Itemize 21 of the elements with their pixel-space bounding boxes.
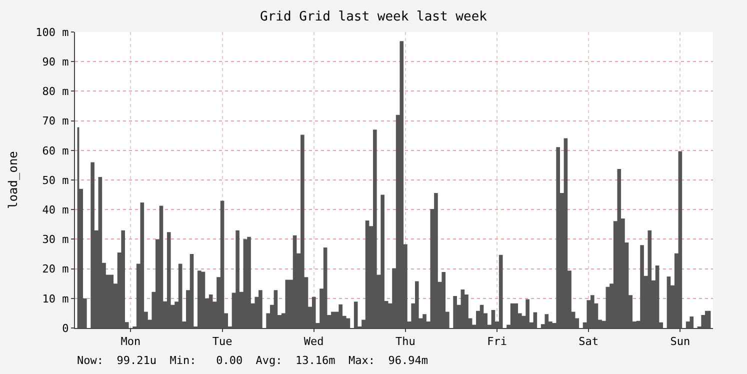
y-tick-label: 30 m bbox=[42, 233, 70, 246]
y-tick-label: 40 m bbox=[42, 203, 70, 216]
y-tick-label: 50 m bbox=[42, 174, 70, 187]
x-tick-label: Wed bbox=[304, 335, 324, 348]
y-axis-title: load_one bbox=[6, 151, 20, 209]
chart-title: Grid Grid last week last week bbox=[260, 9, 488, 24]
y-tick-label: 100 m bbox=[36, 26, 70, 39]
x-tick-label: Tue bbox=[212, 335, 232, 348]
x-tick-label: Mon bbox=[120, 335, 141, 348]
x-tick-label: Fri bbox=[487, 335, 507, 348]
y-tick-label: 60 m bbox=[42, 144, 70, 158]
y-tick-label: 90 m bbox=[42, 55, 70, 68]
x-tick-label: Thu bbox=[396, 335, 416, 348]
y-tick-label: 80 m bbox=[42, 85, 70, 98]
x-tick-label: Sun bbox=[670, 335, 690, 348]
y-tick-label: 20 m bbox=[42, 262, 70, 276]
x-tick-label: Sat bbox=[578, 335, 599, 348]
text: Now: 99.21u Min: 0.00 Avg: 13.16m Max: 96.94m bbox=[77, 354, 428, 367]
y-tick-label: 0 bbox=[62, 322, 69, 335]
y-tick-label: 10 m bbox=[42, 292, 70, 306]
y-tick-label: 70 m bbox=[42, 114, 70, 128]
